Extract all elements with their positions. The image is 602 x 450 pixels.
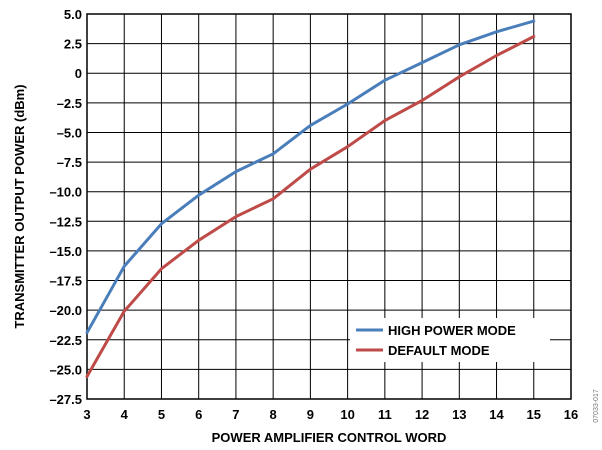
y-tick-label: –17.5 [49, 274, 82, 289]
x-tick-label: 13 [452, 407, 466, 422]
y-tick-label: –20.0 [49, 303, 82, 318]
legend-box [350, 318, 550, 362]
legend: HIGH POWER MODE DEFAULT MODE [350, 318, 550, 362]
x-tick-label: 15 [527, 407, 541, 422]
y-tick-label: 0 [75, 66, 82, 81]
side-id-label: 07033-017 [593, 389, 600, 423]
y-tick-label: 5.0 [64, 7, 82, 22]
y-axis-title: TRANSMITTER OUTPUT POWER (dBm) [12, 84, 27, 328]
y-tick-label: –10.0 [49, 185, 82, 200]
series-line-high-power-mode [85, 19, 536, 335]
series-line-default-mode [85, 35, 536, 378]
y-tick-label: –7.5 [57, 155, 82, 170]
y-tick-label: –5.0 [57, 125, 82, 140]
y-tick-label: –2.5 [57, 96, 82, 111]
y-tick-label: –22.5 [49, 333, 82, 348]
y-tick-label: –25.0 [49, 362, 82, 377]
y-tick-label: –15.0 [49, 244, 82, 259]
series-layer [85, 19, 536, 378]
y-tick-labels: 5.0 2.5 0 –2.5 –5.0 –7.5 –10.0 –12.5 –15.0 –17.5 –… [49, 7, 82, 407]
x-tick-label: 10 [340, 407, 354, 422]
x-tick-label: 7 [232, 407, 239, 422]
y-tick-label: 2.5 [64, 37, 82, 52]
x-tick-label: 16 [564, 407, 578, 422]
x-tick-label: 12 [415, 407, 429, 422]
plot-frame [86, 13, 572, 400]
x-tick-label: 3 [83, 407, 90, 422]
x-tick-label: 8 [270, 407, 277, 422]
x-tick-label: 14 [489, 407, 504, 422]
legend-label: HIGH POWER MODE [388, 323, 516, 338]
x-tick-label: 9 [307, 407, 314, 422]
x-tick-label: 6 [195, 407, 202, 422]
x-tick-labels: 3 4 5 6 7 8 9 10 11 12 13 14 15 16 [83, 407, 578, 422]
x-axis-title: POWER AMPLIFIER CONTROL WORD [212, 430, 447, 445]
x-tick-label: 4 [121, 407, 129, 422]
y-tick-label: –12.5 [49, 214, 82, 229]
x-tick-label: 5 [158, 407, 165, 422]
x-tick-label: 11 [378, 407, 392, 422]
y-tick-label: –27.5 [49, 392, 82, 407]
legend-label: DEFAULT MODE [388, 343, 490, 358]
